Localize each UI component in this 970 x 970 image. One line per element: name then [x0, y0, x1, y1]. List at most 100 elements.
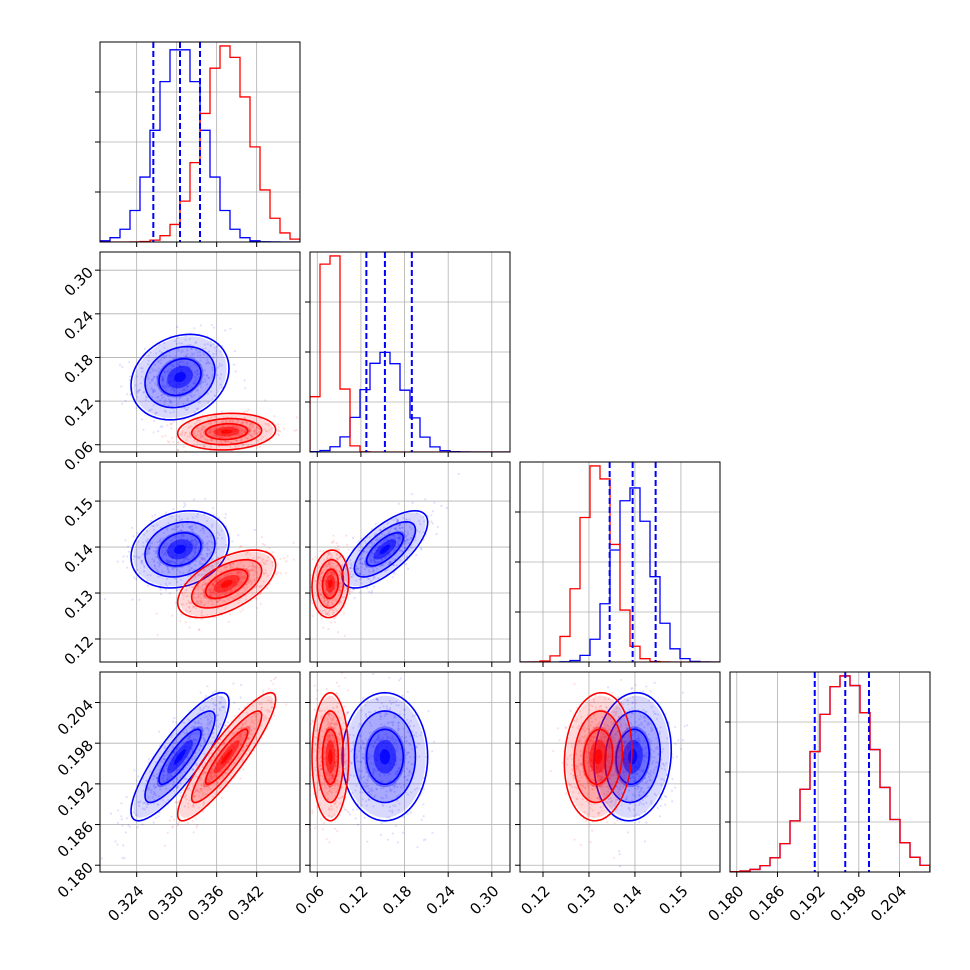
scatter-point: [363, 568, 366, 571]
scatter-point: [338, 569, 341, 572]
scatter-point: [195, 407, 199, 410]
scatter-point: [216, 790, 219, 794]
scatter-point: [389, 737, 392, 740]
scatter-point: [218, 723, 221, 726]
scatter-point: [243, 379, 246, 382]
scatter-point: [235, 569, 238, 573]
scatter-point: [431, 750, 434, 753]
scatter-point: [166, 440, 170, 443]
scatter-point: [326, 773, 330, 776]
scatter-point: [169, 401, 172, 404]
scatter-point: [154, 389, 157, 392]
scatter-point: [192, 804, 195, 807]
scatter-point: [273, 714, 276, 718]
scatter-point: [320, 597, 323, 600]
scatter-point: [268, 582, 271, 586]
scatter-point: [320, 593, 323, 596]
scatter-point: [176, 418, 179, 421]
scatter-point: [361, 791, 364, 794]
scatter-point: [397, 502, 400, 505]
contour-2-0-series-1-1: [190, 558, 263, 609]
scatter-point: [366, 551, 369, 554]
scatter-point: [195, 515, 198, 518]
scatter-point: [236, 439, 239, 442]
scatter-point: [188, 338, 191, 341]
scatter-point: [414, 788, 417, 791]
scatter-point: [240, 582, 244, 586]
scatter-point: [163, 387, 166, 390]
scatter-point: [332, 572, 335, 575]
scatter-point: [357, 725, 360, 728]
scatter-point: [138, 598, 141, 601]
scatter-point: [203, 378, 206, 381]
scatter-point: [407, 751, 410, 754]
scatter-point: [324, 599, 327, 602]
scatter-point: [228, 761, 231, 764]
scatter-point: [355, 784, 358, 787]
scatter-point: [192, 803, 195, 806]
scatter-point: [327, 601, 330, 605]
scatter-point: [335, 681, 339, 684]
scatter-point: [176, 336, 180, 339]
scatter-point: [248, 423, 252, 426]
scatter-point: [181, 523, 184, 526]
scatter-point: [380, 738, 383, 741]
scatter-point: [149, 788, 152, 791]
scatter-point: [318, 578, 321, 581]
scatter-point: [194, 435, 197, 438]
scatter-point: [292, 541, 295, 544]
scatter-point: [335, 568, 339, 571]
scatter-point: [126, 566, 129, 569]
scatter-point: [408, 770, 411, 773]
scatter-point: [143, 391, 146, 394]
scatter-point: [169, 399, 172, 402]
scatter-point: [195, 364, 198, 367]
scatter-point: [345, 742, 348, 745]
scatter-point: [153, 783, 156, 786]
scatter-point: [165, 764, 168, 768]
scatter-point: [251, 565, 254, 568]
scatter-point: [340, 581, 343, 584]
scatter-point: [137, 363, 140, 366]
scatter-point: [245, 582, 248, 586]
scatter-point: [231, 441, 234, 444]
scatter-point: [250, 716, 253, 719]
scatter-point: [237, 601, 240, 604]
scatter-point: [239, 777, 242, 780]
scatter-point: [165, 553, 168, 557]
scatter-point: [252, 426, 255, 429]
scatter-point: [395, 529, 398, 532]
scatter-point: [325, 563, 328, 567]
scatter-point: [253, 728, 257, 731]
scatter-point: [161, 379, 164, 382]
scatter-point: [210, 428, 213, 431]
scatter-point: [332, 706, 335, 710]
scatter-point: [231, 596, 235, 599]
scatter-point: [165, 752, 168, 755]
scatter-point: [247, 579, 250, 582]
scatter-point: [373, 559, 376, 562]
scatter-point: [128, 378, 131, 381]
scatter-point: [346, 543, 349, 546]
scatter-point: [213, 435, 216, 438]
scatter-point: [385, 713, 389, 716]
scatter-point: [162, 545, 165, 548]
scatter-point: [140, 367, 143, 370]
scatter-point: [379, 833, 383, 836]
histogram-2-series-1: [520, 465, 720, 662]
scatter-point: [327, 600, 330, 603]
scatter-point: [190, 425, 193, 428]
scatter-point: [321, 735, 324, 738]
scatter-point: [189, 602, 192, 605]
scatter-point: [295, 416, 298, 419]
scatter-point: [241, 592, 244, 595]
scatter-point: [264, 422, 267, 425]
scatter-point: [145, 806, 148, 809]
scatter-point: [177, 349, 180, 352]
scatter-point: [136, 568, 139, 572]
scatter-point: [224, 575, 227, 578]
scatter-point: [245, 567, 248, 571]
scatter-point: [264, 709, 267, 712]
scatter-point: [416, 512, 419, 515]
scatter-point: [398, 538, 401, 542]
